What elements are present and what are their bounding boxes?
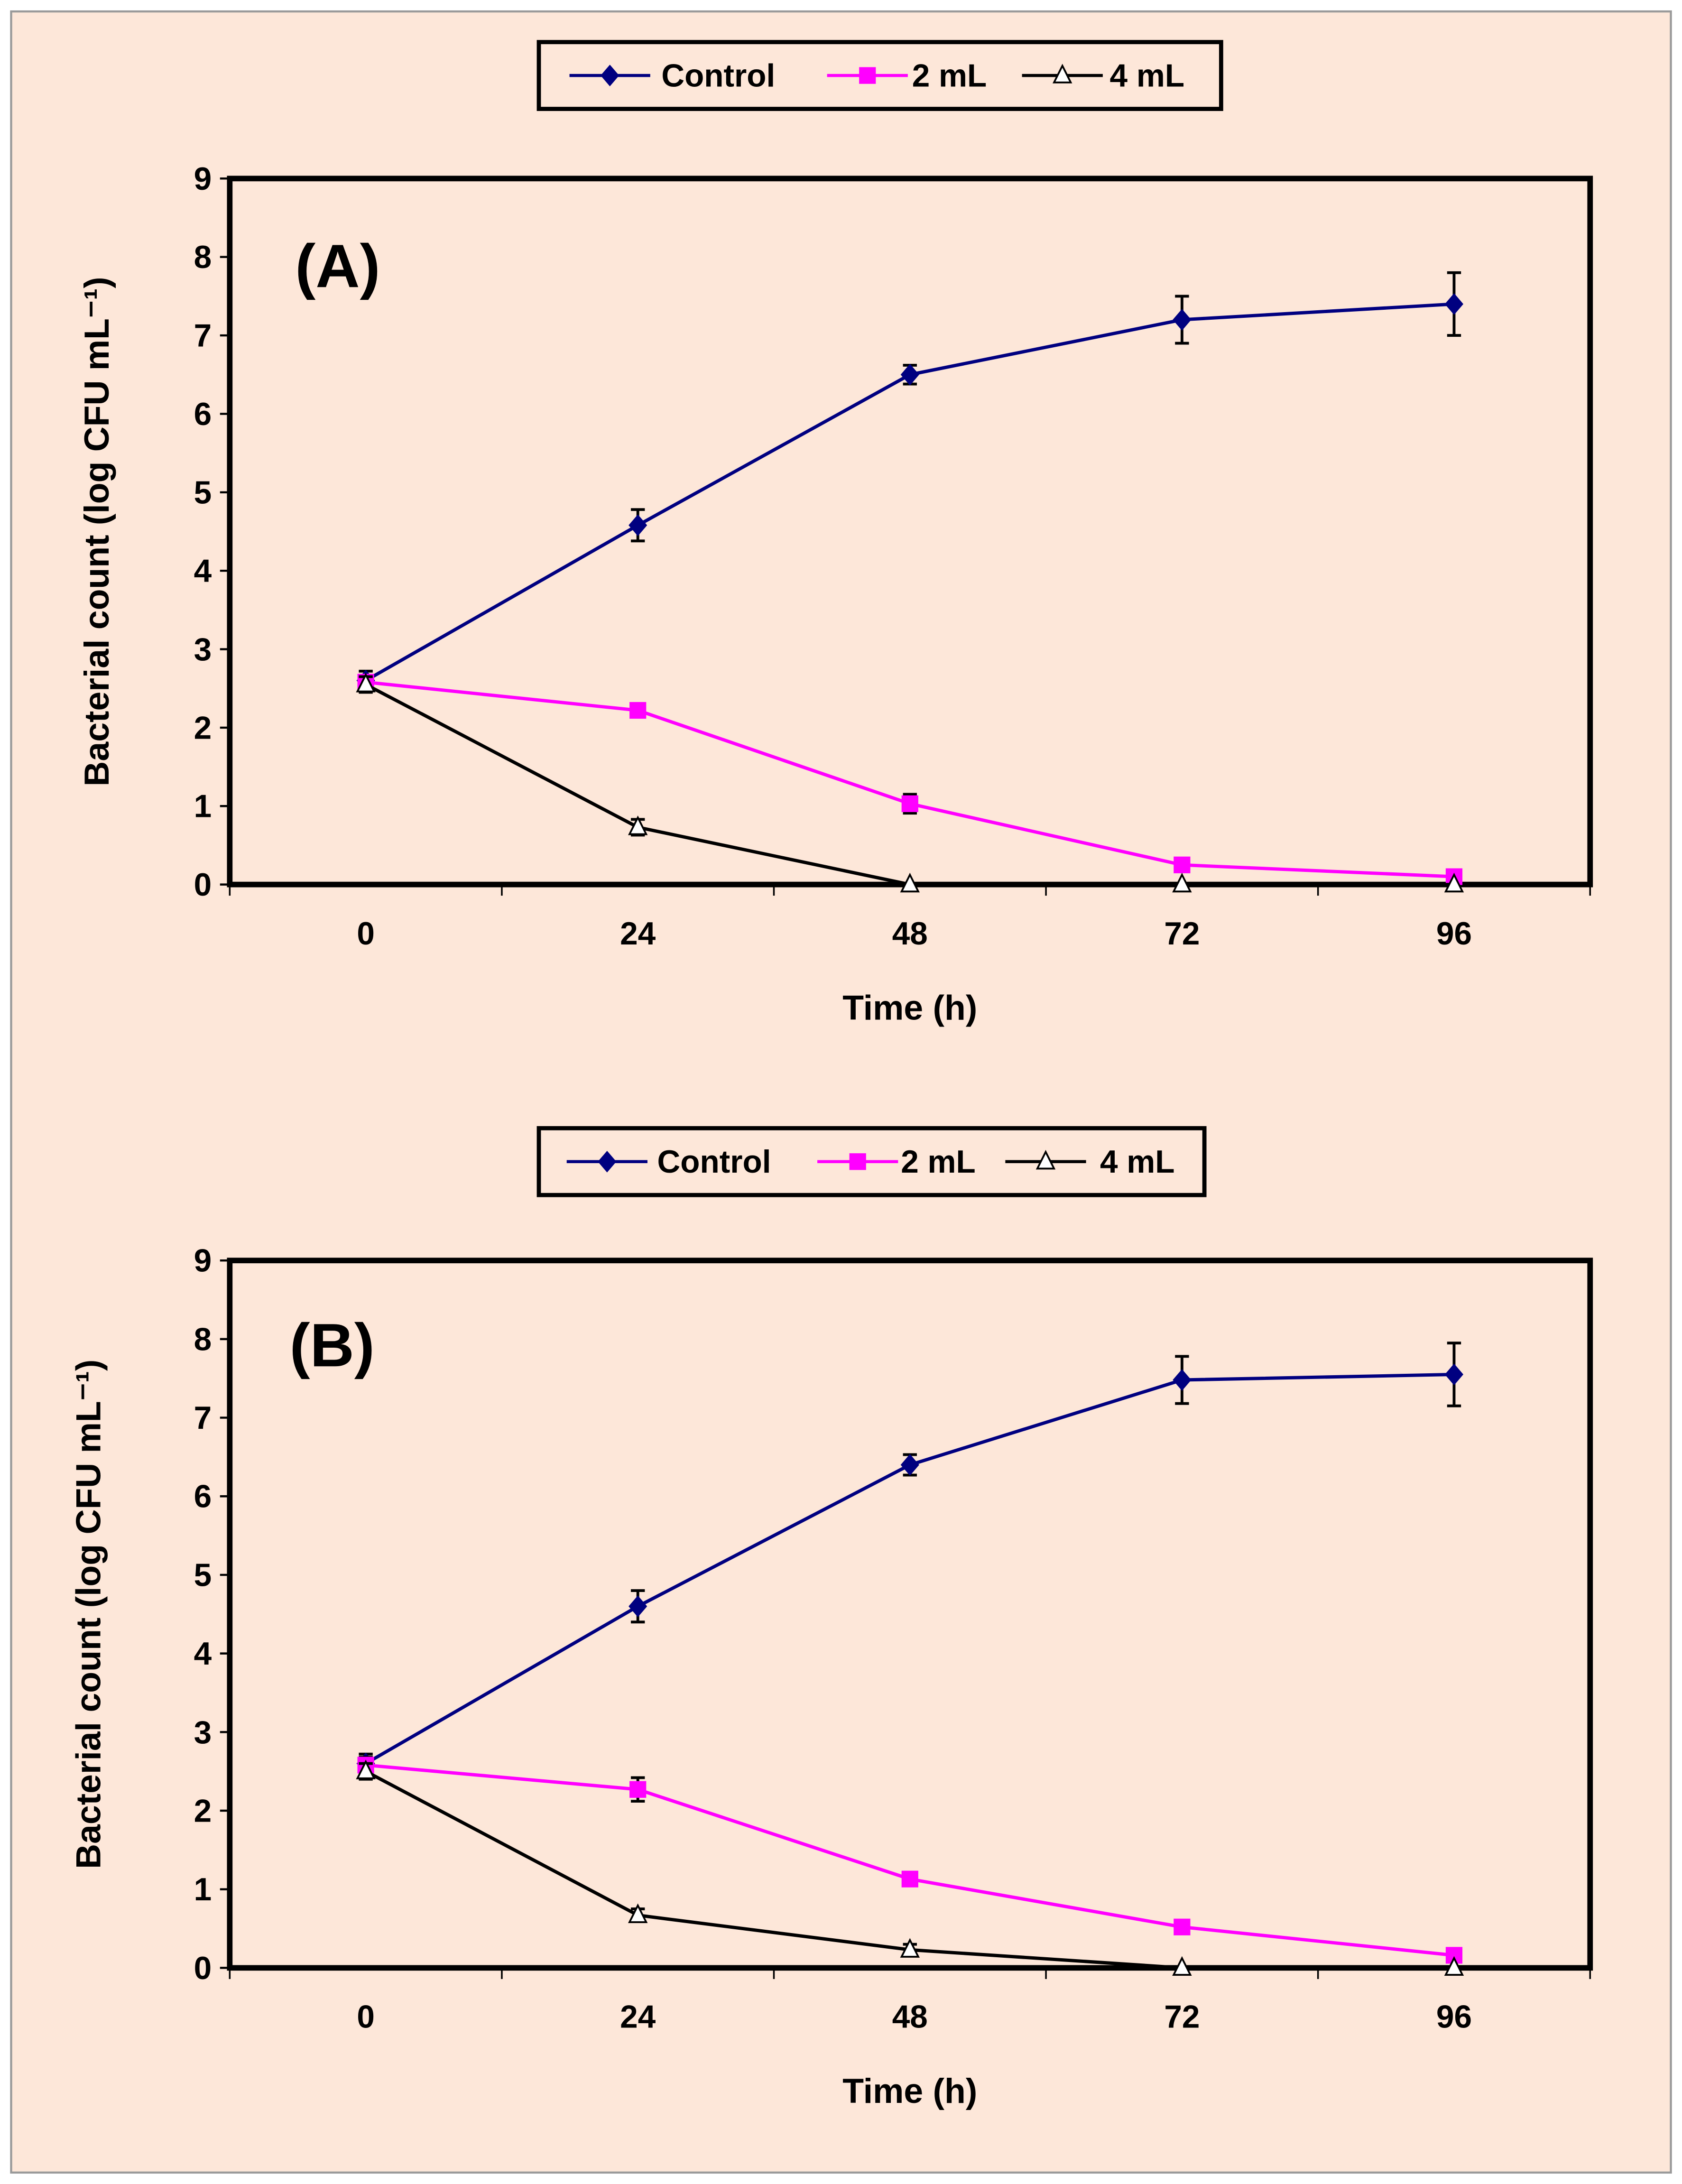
- data-point: [356, 673, 376, 693]
- y-tick-label: 4: [194, 554, 212, 589]
- y-tick-label: 3: [194, 1715, 212, 1750]
- legend: Control 2 mL 4 mL: [536, 1126, 1207, 1197]
- legend-label: 2 mL: [912, 58, 987, 94]
- data-point: [901, 1870, 918, 1888]
- y-axis-label: Bacterial count (log CFU mL⁻¹): [77, 277, 116, 786]
- y-tick-label: 5: [194, 1557, 212, 1593]
- chart-panel-a: Control 2 mL 4 mL 0 1 2 3 4 5 6 7 8 9 0 24 48 72 96 Time (…: [77, 40, 1593, 1027]
- y-tick-label: 2: [194, 1793, 212, 1829]
- x-tick-label: 72: [1164, 916, 1200, 952]
- data-point: [1444, 1956, 1464, 1976]
- legend-label: 4 mL: [1110, 58, 1185, 94]
- y-tick-label: 1: [194, 789, 212, 824]
- y-tick-label: 2: [194, 710, 212, 746]
- y-tick-label: 6: [194, 1479, 212, 1515]
- legend-marker-square: [859, 67, 876, 84]
- y-axis-label: Bacterial count (log CFU mL⁻¹): [69, 1360, 108, 1869]
- y-tick-label: 7: [194, 318, 212, 354]
- y-tick-label: 9: [194, 161, 212, 197]
- legend-label: 2 mL: [901, 1144, 976, 1180]
- x-tick-label: 96: [1436, 916, 1472, 952]
- data-point: [1173, 1369, 1192, 1391]
- data-point: [628, 815, 648, 835]
- panel-label: (B): [290, 1311, 375, 1379]
- y-tick-label: 0: [194, 1951, 212, 1986]
- series-2ml: [357, 674, 1463, 885]
- figure-background: [10, 10, 1672, 2174]
- series-4ml: [356, 673, 1464, 893]
- data-point: [1172, 1956, 1192, 1976]
- x-tick-label: 24: [620, 1999, 656, 2035]
- x-tick-label: 0: [357, 1999, 375, 2035]
- legend-marker-triangle: [1053, 64, 1072, 83]
- data-point: [629, 702, 647, 719]
- y-tick-label: 8: [194, 240, 212, 275]
- series-control: [356, 271, 1464, 692]
- x-tick-label: 96: [1436, 1999, 1472, 2035]
- legend-label: Control: [657, 1144, 771, 1180]
- plot-frame: [227, 1258, 1593, 1971]
- chart-panel-b: Control 2 mL 4 mL 0 1 2 3 4 5 6 7 8 9 0 24 48 72 96 Time (…: [69, 1126, 1593, 2110]
- y-tick-label: 7: [194, 1400, 212, 1436]
- y-tick-label: 6: [194, 397, 212, 432]
- y-tick-label: 5: [194, 475, 212, 510]
- legend: Control 2 mL 4 mL: [536, 40, 1223, 111]
- y-tick-label: 1: [194, 1872, 212, 1907]
- data-point: [1444, 293, 1464, 315]
- x-tick-label: 72: [1164, 1999, 1200, 2035]
- data-point: [628, 1595, 647, 1618]
- data-point: [1444, 872, 1464, 893]
- data-point: [1174, 856, 1191, 873]
- legend-marker-diamond: [601, 65, 619, 86]
- data-point: [1174, 1918, 1191, 1935]
- x-axis-label: Time (h): [842, 2072, 977, 2110]
- x-tick-label: 0: [357, 916, 375, 952]
- y-tick-label: 0: [194, 867, 212, 903]
- x-tick-label: 24: [620, 916, 656, 952]
- data-point: [1173, 309, 1192, 331]
- data-point: [356, 1759, 376, 1779]
- y-tick-label: 9: [194, 1243, 212, 1279]
- y-tick-label: 3: [194, 632, 212, 667]
- legend-marker-square: [849, 1153, 866, 1170]
- legend-marker-triangle: [1035, 1149, 1056, 1170]
- series-2ml: [357, 1756, 1463, 1964]
- series-4ml: [356, 1759, 1464, 1976]
- y-tick-label: 4: [194, 1636, 212, 1672]
- data-point: [1444, 1363, 1464, 1386]
- y-tick-label: 8: [194, 1322, 212, 1357]
- data-point: [1172, 872, 1192, 893]
- legend-label: Control: [661, 58, 775, 94]
- x-tick-label: 48: [892, 1999, 928, 2035]
- data-point: [901, 795, 918, 812]
- data-point: [629, 1781, 647, 1798]
- data-point: [900, 1454, 919, 1476]
- data-point: [900, 872, 920, 893]
- x-axis-label: Time (h): [842, 988, 977, 1027]
- data-point: [900, 363, 919, 386]
- data-point: [900, 1938, 920, 1958]
- data-point: [628, 514, 647, 537]
- x-tick-label: 48: [892, 916, 928, 952]
- legend-label: 4 mL: [1100, 1144, 1175, 1180]
- panel-label: (A): [295, 232, 380, 300]
- data-point: [628, 1903, 648, 1923]
- legend-marker-diamond: [598, 1150, 617, 1173]
